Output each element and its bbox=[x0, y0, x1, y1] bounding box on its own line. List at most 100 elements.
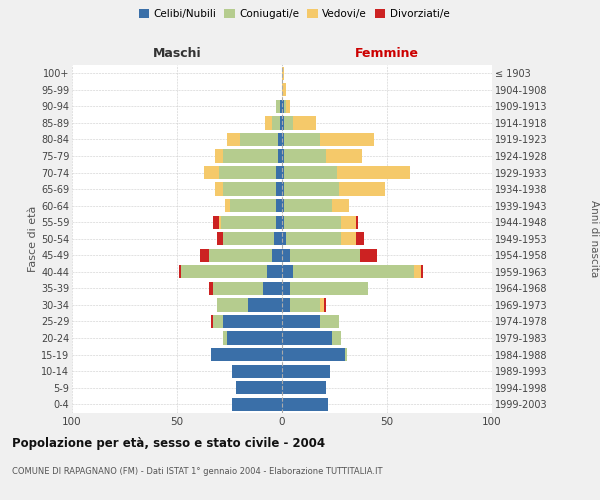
Text: Femmine: Femmine bbox=[355, 47, 419, 60]
Bar bbox=[276, 166, 282, 179]
Bar bbox=[211, 315, 213, 328]
Bar bbox=[226, 199, 229, 212]
Bar bbox=[271, 248, 282, 262]
Y-axis label: Anni di nascita: Anni di nascita bbox=[589, 200, 599, 278]
Bar bbox=[223, 332, 227, 344]
Bar bbox=[223, 232, 274, 245]
Bar bbox=[215, 150, 223, 162]
Bar bbox=[282, 381, 326, 394]
Bar bbox=[332, 199, 349, 212]
Bar bbox=[290, 282, 368, 295]
Bar bbox=[219, 166, 276, 179]
Text: COMUNE DI RAPAGNANO (FM) - Dati ISTAT 1° gennaio 2004 - Elaborazione TUTTITALIA.: COMUNE DI RAPAGNANO (FM) - Dati ISTAT 1°… bbox=[12, 468, 383, 476]
Text: Maschi: Maschi bbox=[152, 47, 202, 60]
Legend: Celibi/Nubili, Coniugati/e, Vedovi/e, Divorziati/e: Celibi/Nubili, Coniugati/e, Vedovi/e, Di… bbox=[134, 5, 454, 24]
Bar bbox=[282, 332, 332, 344]
Bar bbox=[282, 100, 284, 113]
Bar bbox=[337, 166, 410, 179]
Bar bbox=[274, 232, 282, 245]
Bar bbox=[341, 216, 355, 229]
Bar bbox=[320, 133, 374, 146]
Bar bbox=[282, 182, 284, 196]
Bar bbox=[271, 116, 280, 130]
Bar bbox=[290, 298, 320, 312]
Bar bbox=[360, 248, 377, 262]
Bar bbox=[229, 199, 276, 212]
Bar bbox=[276, 182, 282, 196]
Bar bbox=[355, 216, 358, 229]
Bar bbox=[284, 133, 320, 146]
Bar bbox=[278, 133, 282, 146]
Bar bbox=[263, 282, 282, 295]
Bar bbox=[213, 282, 263, 295]
Bar bbox=[282, 265, 293, 278]
Bar bbox=[212, 216, 219, 229]
Bar bbox=[284, 100, 286, 113]
Bar bbox=[332, 332, 341, 344]
Bar bbox=[280, 100, 282, 113]
Bar bbox=[282, 216, 284, 229]
Bar bbox=[280, 116, 282, 130]
Bar bbox=[223, 315, 282, 328]
Bar bbox=[284, 182, 339, 196]
Bar bbox=[179, 265, 181, 278]
Bar bbox=[232, 398, 282, 411]
Bar bbox=[286, 232, 341, 245]
Text: Popolazione per età, sesso e stato civile - 2004: Popolazione per età, sesso e stato civil… bbox=[12, 438, 325, 450]
Bar bbox=[282, 348, 345, 361]
Bar bbox=[293, 265, 414, 278]
Bar bbox=[213, 315, 223, 328]
Bar bbox=[276, 100, 280, 113]
Y-axis label: Fasce di età: Fasce di età bbox=[28, 206, 38, 272]
Bar bbox=[282, 133, 284, 146]
Bar bbox=[236, 381, 282, 394]
Bar bbox=[209, 248, 271, 262]
Bar bbox=[276, 199, 282, 212]
Bar bbox=[227, 332, 282, 344]
Bar bbox=[282, 248, 290, 262]
Bar bbox=[284, 166, 337, 179]
Bar bbox=[282, 66, 284, 80]
Bar bbox=[338, 182, 385, 196]
Bar bbox=[284, 116, 293, 130]
Bar bbox=[282, 364, 331, 378]
Bar bbox=[217, 232, 223, 245]
Bar bbox=[240, 133, 278, 146]
Bar bbox=[282, 282, 290, 295]
Bar bbox=[276, 216, 282, 229]
Bar bbox=[278, 150, 282, 162]
Bar bbox=[326, 150, 362, 162]
Bar bbox=[223, 182, 276, 196]
Bar bbox=[282, 199, 284, 212]
Bar bbox=[320, 315, 338, 328]
Bar bbox=[282, 315, 320, 328]
Bar bbox=[282, 166, 284, 179]
Bar bbox=[282, 116, 284, 130]
Bar bbox=[204, 166, 219, 179]
Bar bbox=[414, 265, 421, 278]
Bar bbox=[284, 150, 326, 162]
Bar bbox=[181, 265, 268, 278]
Bar bbox=[293, 116, 316, 130]
Bar bbox=[355, 232, 364, 245]
Bar bbox=[284, 216, 341, 229]
Bar bbox=[211, 348, 282, 361]
Bar bbox=[227, 133, 240, 146]
Bar bbox=[345, 348, 347, 361]
Bar bbox=[286, 100, 290, 113]
Bar bbox=[282, 232, 286, 245]
Bar bbox=[282, 150, 284, 162]
Bar bbox=[282, 298, 290, 312]
Bar bbox=[282, 398, 328, 411]
Bar bbox=[221, 216, 276, 229]
Bar bbox=[421, 265, 422, 278]
Bar bbox=[200, 248, 209, 262]
Bar bbox=[324, 298, 326, 312]
Bar bbox=[209, 282, 213, 295]
Bar bbox=[268, 265, 282, 278]
Bar bbox=[219, 216, 221, 229]
Bar bbox=[265, 116, 271, 130]
Bar bbox=[248, 298, 282, 312]
Bar bbox=[232, 364, 282, 378]
Bar bbox=[217, 298, 248, 312]
